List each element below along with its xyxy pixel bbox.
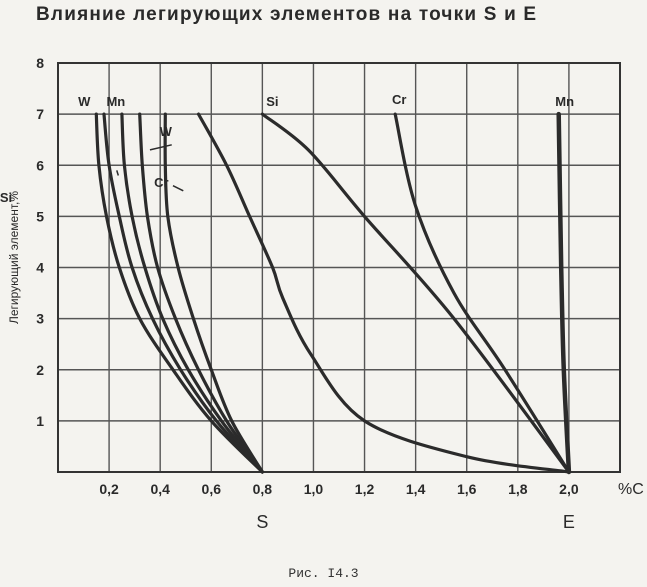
series-group	[94, 111, 572, 475]
point-label-S: S	[256, 512, 268, 532]
series-line-si	[196, 112, 571, 474]
y-axis-title: Легирующий элемент,%	[7, 191, 21, 324]
x-tick-label: 0,8	[253, 481, 273, 497]
leader-line	[172, 185, 184, 192]
plot-frame	[57, 62, 621, 473]
series-line-si	[102, 112, 264, 474]
x-tick-label: 0,6	[202, 481, 222, 497]
series-line-si	[260, 112, 571, 474]
series-label-mn: Mn	[106, 94, 125, 109]
y-tick-label: 5	[36, 208, 44, 224]
y-tick-label: 1	[36, 413, 44, 429]
labels-group: 0,2 0,4 0,6 0,8 1,0 1,2 1,4 1,6 1,8 2,0 %C 1 2 3 4 5 6 7 8…	[0, 55, 644, 532]
y-tick-label: 8	[36, 55, 44, 71]
chart-title: Влияние легирующих элементов на точки S …	[36, 4, 538, 25]
y-tick-label: 3	[36, 311, 44, 327]
series-label-cr: Cr	[154, 175, 168, 190]
series-label-w: W	[160, 124, 173, 139]
series-label-w: W	[78, 94, 91, 109]
y-tick-label: 6	[36, 157, 44, 173]
series-line-w	[138, 112, 264, 474]
series-line-mn	[120, 112, 264, 474]
series-line-cr	[163, 112, 264, 474]
series-line-mn	[556, 111, 572, 475]
series-label-si: Si	[0, 190, 12, 205]
x-tick-label: 0,2	[99, 481, 119, 497]
series-label-cr: Cr	[392, 92, 406, 107]
plot-border	[57, 62, 621, 473]
figure-caption: Рис. I4.3	[288, 566, 359, 581]
grid	[58, 63, 620, 472]
point-label-E: E	[563, 512, 575, 532]
series-label-si: Si	[266, 94, 278, 109]
leader-line	[149, 144, 172, 151]
x-tick-label: 1,6	[457, 481, 477, 497]
y-tick-label: 4	[36, 260, 44, 276]
x-tick-label: 1,0	[304, 481, 324, 497]
x-tick-label: 1,4	[406, 481, 426, 497]
x-tick-label: 1,2	[355, 481, 375, 497]
x-tick-label: 0,4	[150, 481, 170, 497]
y-tick-label: 7	[36, 106, 44, 122]
series-label-mn: Mn	[555, 94, 574, 109]
x-axis-unit: %C	[618, 481, 644, 498]
leader-line	[116, 170, 120, 176]
series-line-w	[94, 112, 264, 474]
x-tick-label: 1,8	[508, 481, 528, 497]
y-tick-label: 2	[36, 362, 44, 378]
x-tick-label: 2,0	[559, 481, 579, 497]
series-line-cr	[393, 112, 571, 474]
